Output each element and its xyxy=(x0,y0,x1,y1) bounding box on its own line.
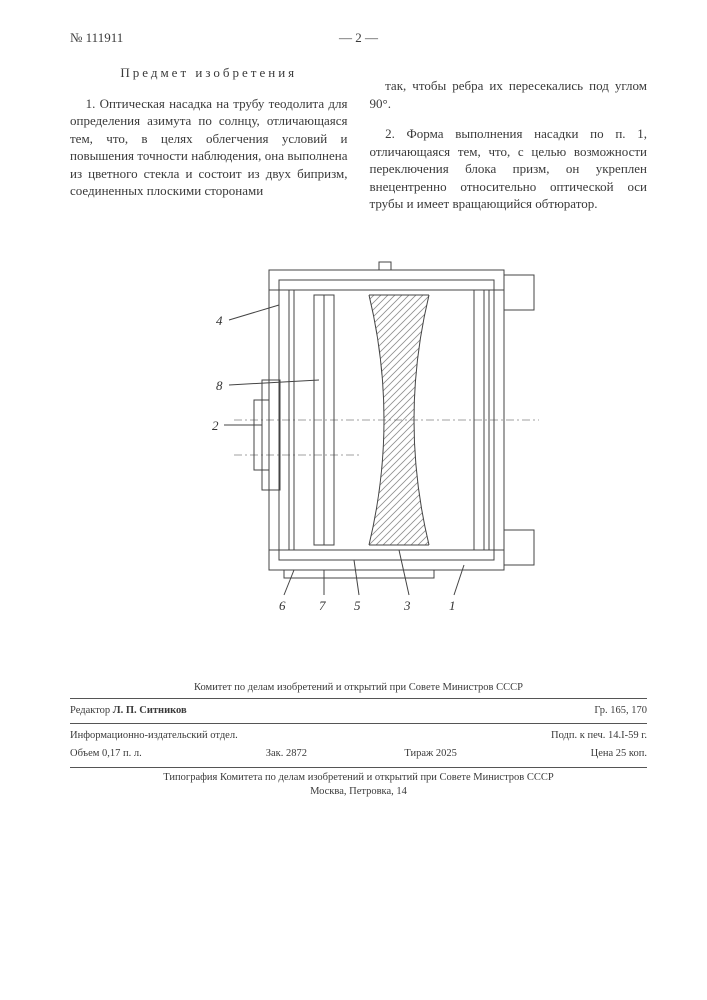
figure-label-1: 1 xyxy=(449,598,456,613)
figure-label-6: 6 xyxy=(279,598,286,613)
committee-line: Комитет по делам изобретений и открытий … xyxy=(70,681,647,695)
column-right: так, чтобы ребра их пересекались под угл… xyxy=(370,64,648,226)
figure: 4 8 2 6 7 5 3 1 xyxy=(70,250,647,645)
volume: Объем 0,17 п. л. xyxy=(70,747,214,761)
figure-label-7: 7 xyxy=(319,598,326,613)
group-code: Гр. 165, 170 xyxy=(594,704,647,718)
editor-name: Л. П. Ситников xyxy=(113,705,187,716)
claim-1: 1. Оптическая насадка на трубу теодолита… xyxy=(70,95,348,200)
figure-label-3: 3 xyxy=(403,598,411,613)
order-no: Зак. 2872 xyxy=(214,747,358,761)
figure-label-4: 4 xyxy=(216,313,223,328)
imprint-block: Комитет по делам изобретений и открытий … xyxy=(70,681,647,799)
claim-1-cont: так, чтобы ребра их пересекались под угл… xyxy=(370,77,648,112)
claim-2: 2. Форма выполнения насадки по п. 1, отл… xyxy=(370,125,648,213)
figure-label-8: 8 xyxy=(216,378,223,393)
subject-heading: Предмет изобретения xyxy=(70,64,348,82)
signed-to-print: Подп. к печ. 14.I-59 г. xyxy=(359,729,648,743)
typography: Типография Комитета по делам изобретений… xyxy=(70,771,647,785)
figure-label-5: 5 xyxy=(354,598,361,613)
dept: Информационно-издательский отдел. xyxy=(70,729,359,743)
figure-label-2: 2 xyxy=(212,418,219,433)
editor-label: Редактор xyxy=(70,705,110,716)
tirage: Тираж 2025 xyxy=(359,747,503,761)
address: Москва, Петровка, 14 xyxy=(70,785,647,799)
body-columns: Предмет изобретения 1. Оптическая насадк… xyxy=(70,64,647,226)
page-number: — 2 — xyxy=(123,30,594,46)
doc-number: № 111911 xyxy=(70,30,123,46)
figure-svg: 4 8 2 6 7 5 3 1 xyxy=(174,250,544,640)
column-left: Предмет изобретения 1. Оптическая насадк… xyxy=(70,64,348,226)
price: Цена 25 коп. xyxy=(503,747,647,761)
page-header: № 111911 — 2 — № 111911 xyxy=(70,30,647,46)
